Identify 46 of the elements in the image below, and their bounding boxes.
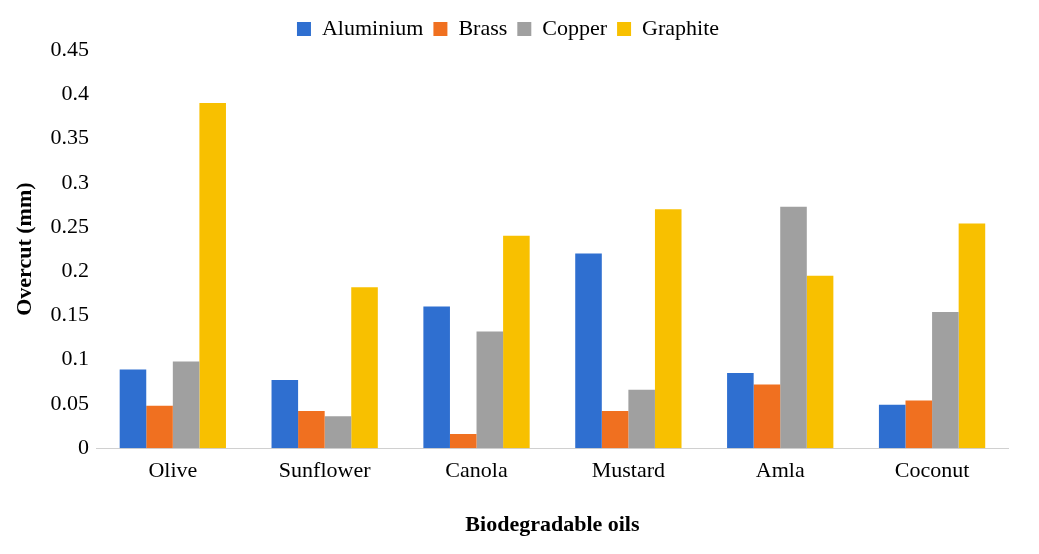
- y-tick-label: 0.3: [61, 168, 89, 194]
- legend-label: Aluminium: [321, 14, 424, 40]
- y-axis-title: Overcut (mm): [10, 182, 36, 316]
- y-tick-label: 0.05: [50, 389, 89, 415]
- y-tick-label: 0.45: [50, 35, 89, 61]
- y-tick-label: 0.35: [50, 124, 89, 150]
- bar: [601, 411, 629, 449]
- x-tick-label: Sunflower: [278, 457, 372, 483]
- bar: [146, 405, 173, 449]
- bar: [905, 400, 933, 449]
- y-tick-label: 0.2: [61, 257, 89, 282]
- bar: [806, 275, 834, 449]
- y-tick-label: 0.25: [50, 212, 89, 238]
- y-tick-label: 0: [77, 433, 89, 459]
- bar: [878, 404, 906, 449]
- bar: [753, 384, 781, 449]
- y-tick-label: 0.1: [61, 345, 89, 371]
- bar: [199, 103, 226, 449]
- bar: [119, 369, 147, 449]
- y-tick-label: 0.15: [50, 301, 89, 327]
- bar: [575, 253, 602, 449]
- legend-label: Copper: [542, 14, 608, 40]
- x-axis-title: Biodegradable oils: [465, 511, 640, 537]
- x-tick-label: Mustard: [591, 457, 666, 483]
- bar: [449, 434, 477, 449]
- bar: [958, 223, 986, 449]
- x-tick-label: Canola: [445, 457, 508, 483]
- bar: [351, 287, 378, 449]
- bar: [271, 380, 299, 449]
- bar: [780, 206, 807, 449]
- bar: [476, 331, 504, 449]
- bar: [172, 361, 200, 449]
- bar: [423, 306, 450, 449]
- bar: [503, 235, 530, 449]
- bar: [654, 209, 682, 449]
- x-tick-label: Coconut: [894, 457, 970, 483]
- bar: [324, 416, 352, 449]
- y-tick-label: 0.4: [61, 80, 89, 106]
- bar: [628, 389, 655, 449]
- bar: [298, 411, 325, 449]
- x-tick-label: Amla: [755, 457, 805, 483]
- legend-label: Graphite: [642, 14, 720, 40]
- bar: [727, 372, 754, 449]
- legend-label: Brass: [458, 14, 508, 40]
- bar: [932, 311, 959, 449]
- x-tick-label: Olive: [148, 457, 198, 483]
